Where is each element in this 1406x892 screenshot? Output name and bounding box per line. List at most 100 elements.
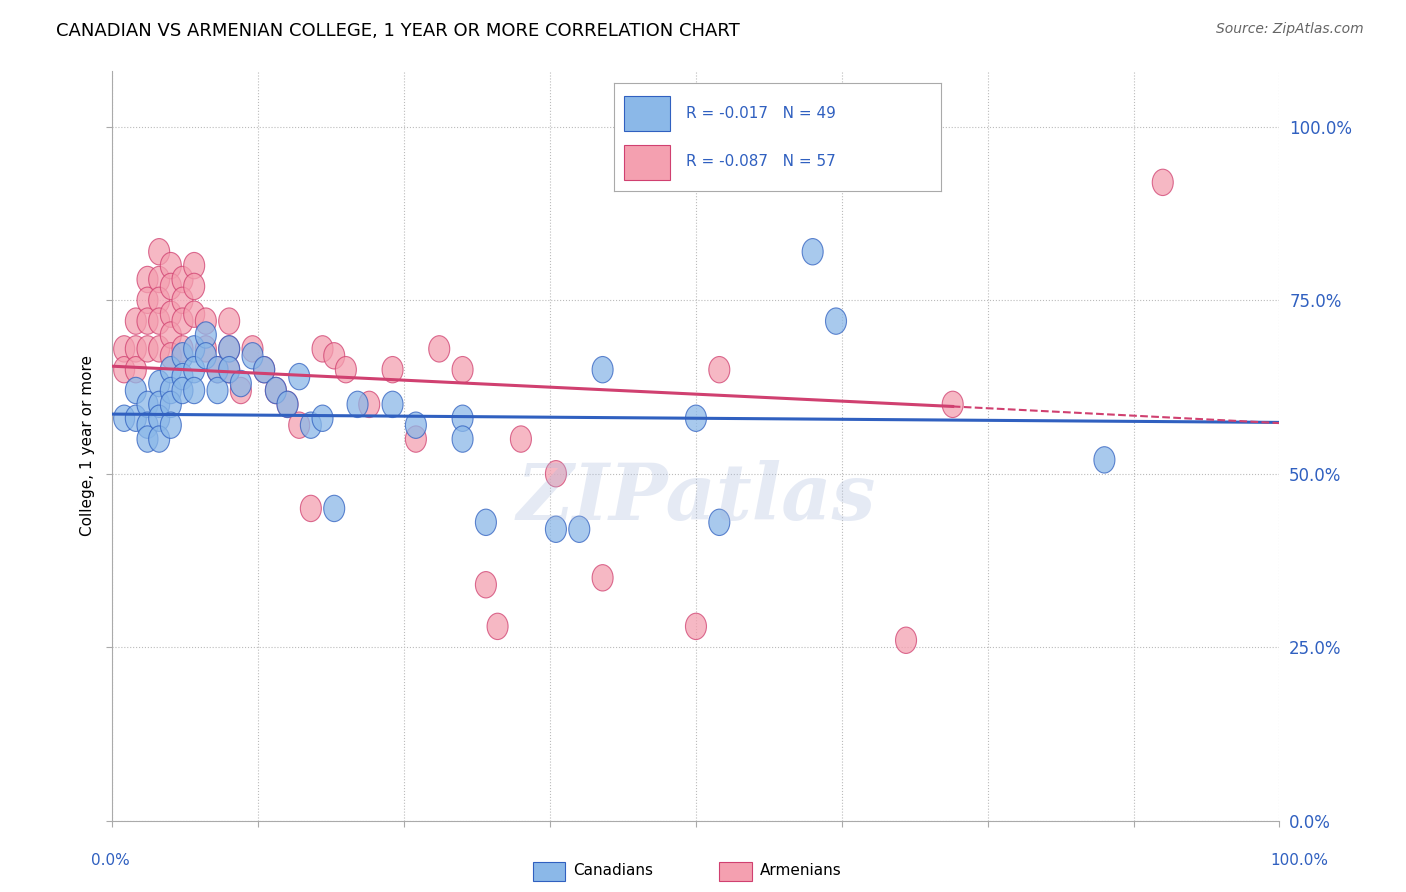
Ellipse shape — [453, 357, 472, 383]
Ellipse shape — [195, 343, 217, 369]
Ellipse shape — [569, 516, 589, 542]
Ellipse shape — [803, 238, 823, 265]
Ellipse shape — [312, 405, 333, 432]
Ellipse shape — [149, 308, 170, 334]
Ellipse shape — [125, 405, 146, 432]
Ellipse shape — [242, 335, 263, 362]
Ellipse shape — [125, 335, 146, 362]
Ellipse shape — [231, 370, 252, 397]
Ellipse shape — [160, 343, 181, 369]
Ellipse shape — [242, 343, 263, 369]
Ellipse shape — [359, 392, 380, 417]
Ellipse shape — [125, 357, 146, 383]
Ellipse shape — [136, 267, 157, 293]
Ellipse shape — [312, 335, 333, 362]
Ellipse shape — [510, 425, 531, 452]
Ellipse shape — [149, 392, 170, 417]
Text: Armenians: Armenians — [761, 863, 842, 879]
Ellipse shape — [709, 357, 730, 383]
FancyBboxPatch shape — [533, 862, 565, 880]
Ellipse shape — [136, 412, 157, 438]
Ellipse shape — [136, 308, 157, 334]
Ellipse shape — [207, 357, 228, 383]
Ellipse shape — [195, 308, 217, 334]
Ellipse shape — [172, 308, 193, 334]
Ellipse shape — [149, 287, 170, 313]
Ellipse shape — [288, 412, 309, 438]
FancyBboxPatch shape — [720, 862, 752, 880]
Ellipse shape — [336, 357, 356, 383]
Ellipse shape — [323, 343, 344, 369]
Ellipse shape — [475, 572, 496, 598]
Ellipse shape — [207, 357, 228, 383]
Ellipse shape — [136, 425, 157, 452]
Ellipse shape — [149, 267, 170, 293]
Ellipse shape — [114, 405, 135, 432]
Ellipse shape — [288, 363, 309, 390]
Ellipse shape — [172, 377, 193, 404]
Ellipse shape — [149, 335, 170, 362]
Ellipse shape — [382, 357, 404, 383]
Text: Source: ZipAtlas.com: Source: ZipAtlas.com — [1216, 22, 1364, 37]
Ellipse shape — [1153, 169, 1173, 195]
Ellipse shape — [172, 343, 193, 369]
Ellipse shape — [219, 357, 239, 383]
Ellipse shape — [184, 335, 205, 362]
Ellipse shape — [114, 335, 135, 362]
Ellipse shape — [219, 335, 239, 362]
Ellipse shape — [429, 335, 450, 362]
Ellipse shape — [184, 377, 205, 404]
Ellipse shape — [592, 357, 613, 383]
Ellipse shape — [266, 377, 287, 404]
Ellipse shape — [149, 425, 170, 452]
Ellipse shape — [160, 322, 181, 348]
Ellipse shape — [125, 377, 146, 404]
Ellipse shape — [686, 405, 706, 432]
Ellipse shape — [1094, 447, 1115, 473]
Ellipse shape — [136, 287, 157, 313]
Ellipse shape — [301, 495, 322, 522]
Ellipse shape — [160, 357, 181, 383]
Ellipse shape — [195, 335, 217, 362]
Text: 0.0%: 0.0% — [91, 854, 131, 868]
Ellipse shape — [172, 267, 193, 293]
Ellipse shape — [172, 335, 193, 362]
Ellipse shape — [184, 252, 205, 279]
Ellipse shape — [896, 627, 917, 654]
Ellipse shape — [546, 516, 567, 542]
Ellipse shape — [136, 392, 157, 417]
Ellipse shape — [160, 252, 181, 279]
Ellipse shape — [172, 363, 193, 390]
Ellipse shape — [207, 377, 228, 404]
Ellipse shape — [323, 495, 344, 522]
Ellipse shape — [160, 392, 181, 417]
Ellipse shape — [405, 412, 426, 438]
Ellipse shape — [253, 357, 274, 383]
Ellipse shape — [686, 613, 706, 640]
Ellipse shape — [253, 357, 274, 383]
Ellipse shape — [546, 460, 567, 487]
Ellipse shape — [219, 335, 239, 362]
Ellipse shape — [277, 392, 298, 417]
Text: CANADIAN VS ARMENIAN COLLEGE, 1 YEAR OR MORE CORRELATION CHART: CANADIAN VS ARMENIAN COLLEGE, 1 YEAR OR … — [56, 22, 740, 40]
Ellipse shape — [125, 308, 146, 334]
Ellipse shape — [301, 412, 322, 438]
Ellipse shape — [219, 308, 239, 334]
Ellipse shape — [942, 392, 963, 417]
Y-axis label: College, 1 year or more: College, 1 year or more — [80, 356, 96, 536]
Ellipse shape — [219, 357, 239, 383]
Ellipse shape — [114, 357, 135, 383]
Ellipse shape — [160, 412, 181, 438]
Ellipse shape — [160, 377, 181, 404]
Ellipse shape — [453, 425, 472, 452]
Ellipse shape — [266, 377, 287, 404]
Ellipse shape — [160, 301, 181, 327]
Ellipse shape — [184, 357, 205, 383]
Text: ZIPatlas: ZIPatlas — [516, 460, 876, 537]
Ellipse shape — [347, 392, 368, 417]
Ellipse shape — [277, 392, 298, 417]
Text: Canadians: Canadians — [574, 863, 654, 879]
Ellipse shape — [453, 405, 472, 432]
Ellipse shape — [149, 405, 170, 432]
Ellipse shape — [172, 287, 193, 313]
